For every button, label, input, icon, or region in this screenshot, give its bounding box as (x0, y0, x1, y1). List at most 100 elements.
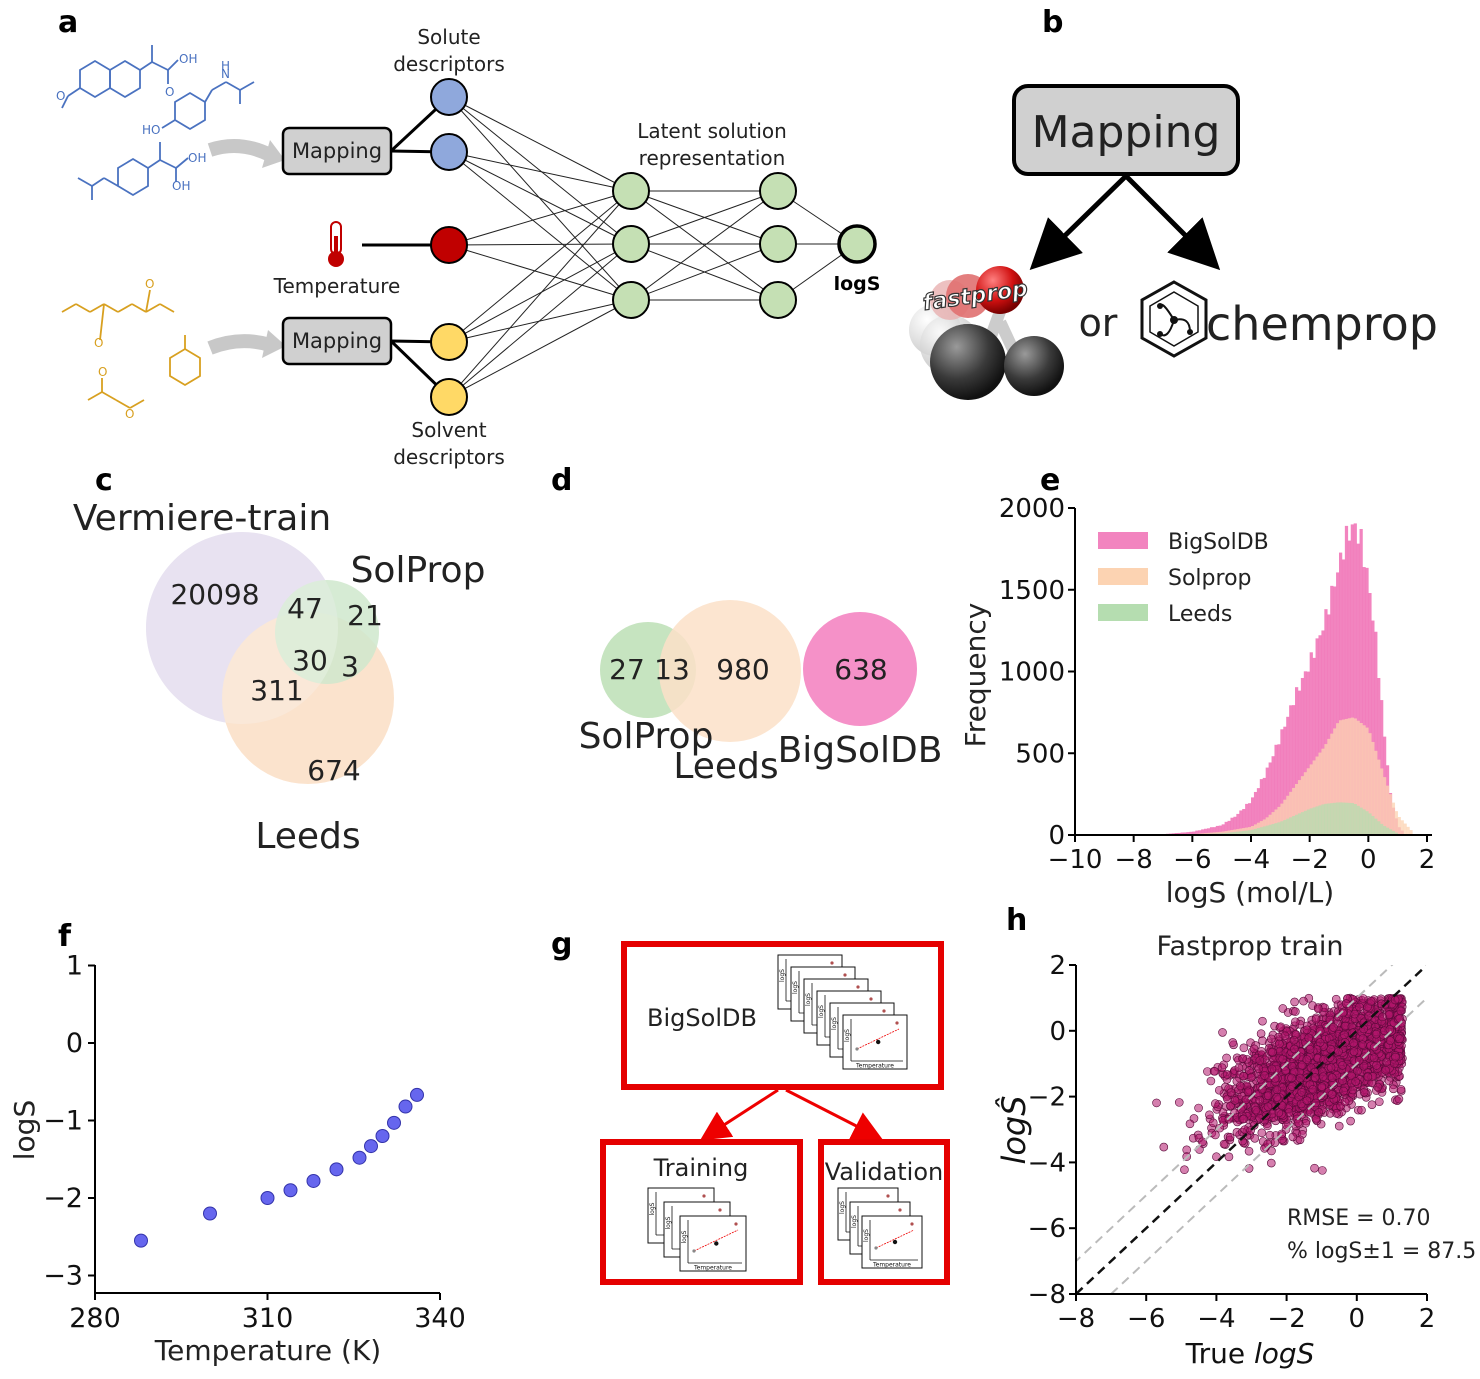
panel-letter-h: h (1006, 903, 1027, 938)
histogram-bar-bigsoldb (1253, 791, 1258, 835)
panel-h: h Fastprop train −8 −6 −4 −2 0 2 2 0 −2 −4 −6 −8 RM… (994, 903, 1476, 1370)
f-data-point (329, 1162, 344, 1177)
h-data-point (1278, 1004, 1288, 1013)
histogram-bar-bigsoldb (1268, 762, 1272, 835)
venn-d-count: 638 (834, 653, 887, 686)
histogram-bar-bigsoldb (1309, 652, 1313, 835)
histogram-bar-leeds (1380, 823, 1384, 835)
histogram-bar-bigsoldb (1377, 678, 1381, 835)
h-data-point (1391, 1052, 1400, 1062)
histogram-bar-solprop (1374, 750, 1378, 835)
f-ytick-label: −3 (43, 1261, 83, 1292)
f-data-point (364, 1139, 378, 1154)
h-data-point (1302, 1096, 1312, 1105)
histogram-bar-leeds (1262, 826, 1266, 835)
histogram-bar-leeds (1306, 809, 1310, 835)
f-xlabel: Temperature (K) (154, 1334, 381, 1367)
solute-descriptors-label-1: Solute (417, 25, 480, 49)
h-data-point (1239, 1071, 1248, 1081)
histogram-bar-bigsoldb (1204, 828, 1208, 835)
histogram-bar-bigsoldb (1186, 832, 1190, 835)
svg-text:O: O (94, 336, 103, 350)
histogram-bar-solprop (1312, 760, 1316, 835)
e-xtick-label: 2 (1419, 845, 1436, 875)
e-legend: BigSolDB Solprop Leeds (1098, 530, 1269, 627)
histogram-bar-leeds (1248, 830, 1252, 835)
h-data-point (1359, 1087, 1369, 1097)
h-ytick-label: −2 (1028, 1083, 1066, 1113)
h-data-point (1349, 1047, 1359, 1056)
histogram-bar-bigsoldb (1251, 797, 1255, 835)
h-data-point (1327, 1073, 1337, 1082)
histogram-bar-solprop (1403, 823, 1407, 835)
h-data-point (1340, 1097, 1350, 1107)
f-data-point (260, 1191, 275, 1205)
h-data-point (1372, 1061, 1381, 1070)
histogram-bar-bigsoldb (1339, 552, 1343, 835)
nn-edge (448, 244, 632, 301)
histogram-bar-leeds (1274, 823, 1278, 835)
h-data-point (1353, 1066, 1362, 1076)
histogram-bar-leeds (1365, 811, 1369, 835)
histogram-bar-leeds (1362, 809, 1366, 835)
h-data-point (1305, 1045, 1315, 1054)
histogram-bar-solprop (1341, 719, 1346, 835)
histogram-bar-solprop (1271, 812, 1275, 835)
e-xtick-label: −6 (1173, 845, 1211, 875)
svg-text:O: O (145, 277, 154, 291)
histogram-bar-solprop (1339, 720, 1343, 835)
b-mapping-box (1012, 84, 1240, 176)
h-data-point (1234, 1063, 1244, 1073)
h-data-point (1314, 1108, 1323, 1117)
histogram-bar-solprop (1406, 826, 1410, 835)
g-arrow-validation (785, 1088, 883, 1140)
mini-plot-point (692, 1249, 696, 1253)
solute-atom-labels: OH O N H HO O OH OH (56, 52, 230, 193)
histogram-bar-bigsoldb (1192, 831, 1196, 835)
h-data-point (1244, 1146, 1254, 1156)
f-xtick-label: 340 (414, 1303, 466, 1334)
nn-edge (630, 190, 779, 245)
g-training-box (600, 1139, 803, 1285)
histogram-bar-leeds (1374, 818, 1378, 835)
h-data-point (1174, 1098, 1184, 1107)
histogram-bar-leeds (1318, 805, 1322, 835)
histogram-bar-bigsoldb (1353, 523, 1357, 835)
histogram-bar-bigsoldb (1330, 585, 1334, 835)
h-data-point (1358, 1040, 1367, 1050)
f-ytick-label: 1 (66, 951, 83, 982)
histogram-bar-solprop (1344, 718, 1349, 835)
panel-letter-e: e (1040, 463, 1060, 498)
nn-edge (630, 243, 779, 301)
g-arrow-training (699, 1088, 779, 1141)
histogram-bar-bigsoldb (1292, 705, 1296, 835)
h-data-point (1290, 997, 1299, 1007)
solute-mapping-label: Mapping (292, 139, 382, 163)
histogram-bar-leeds (1324, 803, 1328, 835)
h-data-point (1222, 1070, 1232, 1079)
h-data-point (1219, 1139, 1229, 1149)
h-data-point (1355, 1002, 1364, 1012)
nn-edge (448, 96, 632, 245)
nn-edge (448, 151, 632, 192)
histogram-bar-leeds (1341, 802, 1346, 835)
histogram-bar-leeds (1271, 823, 1275, 835)
f-data-point (203, 1206, 217, 1221)
panel-letter-d: d (551, 463, 572, 498)
h-data-point (1205, 1110, 1214, 1120)
histogram-bar-leeds (1265, 825, 1269, 835)
histogram-bar-bigsoldb (1312, 657, 1316, 835)
nn-edge (448, 151, 632, 301)
mini-plot-point (886, 1194, 890, 1198)
histogram-bar-leeds (1312, 807, 1316, 835)
h-data-point (1386, 1036, 1395, 1045)
panel-g: g BigSolDB logS logS logS logS logS logS Tempe… (551, 927, 950, 1285)
histogram-bar-leeds (1280, 821, 1284, 835)
arrow-to-fastprop (1029, 174, 1128, 270)
h-data-point (1238, 1054, 1248, 1063)
solvent-descriptors-label-1: Solvent (411, 418, 486, 442)
histogram-bar-bigsoldb (1344, 525, 1349, 835)
h-data-point (1206, 1076, 1216, 1086)
h-data-point (1297, 1060, 1307, 1070)
e-ytick-label: 1000 (999, 658, 1065, 688)
